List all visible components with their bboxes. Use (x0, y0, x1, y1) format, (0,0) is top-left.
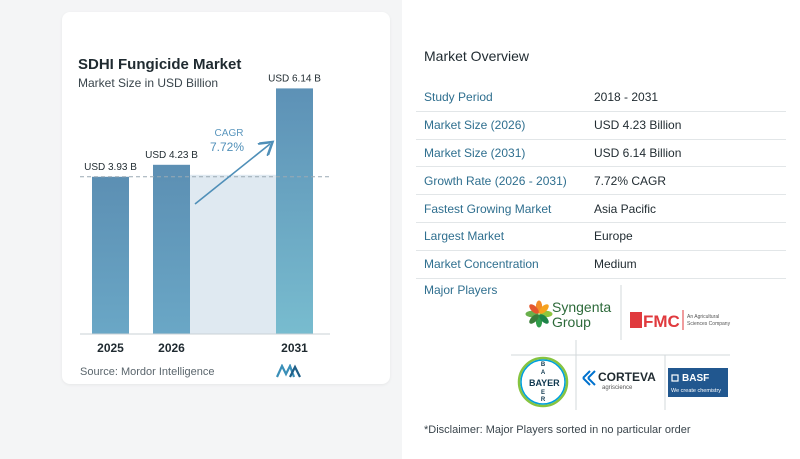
row-value: Europe (594, 229, 633, 244)
corteva-tagline: agriscience (602, 385, 633, 391)
corteva-name: CORTEVA (598, 370, 656, 384)
syngenta-logo-icon: Syngenta Group (525, 299, 611, 330)
syngenta-name-2: Group (552, 314, 591, 330)
mordor-logo-icon (276, 364, 301, 378)
overview-panel (402, 0, 800, 459)
row-value: 7.72% CAGR (594, 173, 667, 188)
basf-name: BASF (682, 373, 709, 384)
table-row: Market Size (2031) USD 6.14 Billion (416, 140, 786, 168)
bar-value-label: USD 3.93 B (84, 162, 137, 173)
bar-2026 (153, 164, 190, 334)
major-players-title: Major Players (424, 283, 498, 297)
bayer-name: BAYER (529, 378, 560, 388)
basf-tagline: We create chemistry (671, 388, 721, 394)
disclaimer: *Disclaimer: Major Players sorted in no … (424, 424, 691, 436)
fmc-name: FMC (643, 312, 680, 331)
corteva-logo-icon: CORTEVA agriscience (582, 370, 656, 391)
row-key: Market Concentration (424, 257, 539, 272)
table-row: Largest Market Europe (416, 223, 786, 251)
category-label: 2031 (281, 341, 308, 355)
chart-subtitle: Market Size in USD Billion (78, 76, 219, 90)
row-value: USD 6.14 Billion (594, 145, 682, 160)
basf-logo-icon: BASF We create chemistry (668, 368, 728, 397)
row-key: Study Period (424, 90, 493, 105)
svg-text:A: A (541, 370, 546, 376)
svg-text:R: R (541, 397, 546, 403)
row-key: Growth Rate (2026 - 2031) (424, 173, 567, 188)
row-key: Market Size (2026) (424, 118, 526, 133)
row-value: USD 4.23 Billion (594, 118, 682, 133)
category-label: 2026 (158, 341, 185, 355)
cagr-value: 7.72% (210, 140, 244, 154)
row-value: Medium (594, 257, 637, 272)
row-value: 2018 - 2031 (594, 90, 659, 105)
row-key: Market Size (2031) (424, 145, 526, 160)
bar-2031 (276, 88, 313, 335)
fmc-tagline-1: An Agricultural (687, 314, 719, 320)
table-row: Study Period 2018 - 2031 (416, 84, 786, 112)
growth-band (190, 174, 276, 334)
bayer-logo-icon: BAYER B A E R (517, 356, 569, 408)
svg-text:B: B (541, 362, 546, 368)
table-row: Growth Rate (2026 - 2031) 7.72% CAGR (416, 167, 786, 196)
fmc-logo-icon: FMC An Agricultural Sciences Company (630, 310, 731, 331)
table-row: Market Size (2026) USD 4.23 Billion (416, 112, 786, 140)
fmc-tagline-2: Sciences Company (687, 321, 731, 327)
cagr-arrow (194, 144, 270, 205)
row-key: Fastest Growing Market (424, 201, 552, 216)
category-label: 2025 (97, 341, 124, 355)
table-row: Fastest Growing Market Asia Pacific (416, 195, 786, 223)
overview-table: Study Period 2018 - 2031 Market Size (20… (416, 84, 786, 279)
row-key: Largest Market (424, 229, 505, 244)
chart-title: SDHI Fungicide Market (78, 56, 242, 73)
row-value: Asia Pacific (594, 201, 657, 216)
overview-title: Market Overview (424, 48, 530, 64)
table-row: Market Concentration Medium (416, 251, 786, 279)
bar-2025 (92, 176, 129, 334)
source-note: Source: Mordor Intelligence (80, 366, 215, 378)
cagr-label: CAGR (215, 128, 244, 139)
svg-text:E: E (541, 390, 545, 396)
bar-value-label: USD 6.14 B (268, 73, 321, 84)
bar-value-label: USD 4.23 B (145, 150, 198, 161)
syngenta-name-1: Syngenta (552, 299, 611, 315)
